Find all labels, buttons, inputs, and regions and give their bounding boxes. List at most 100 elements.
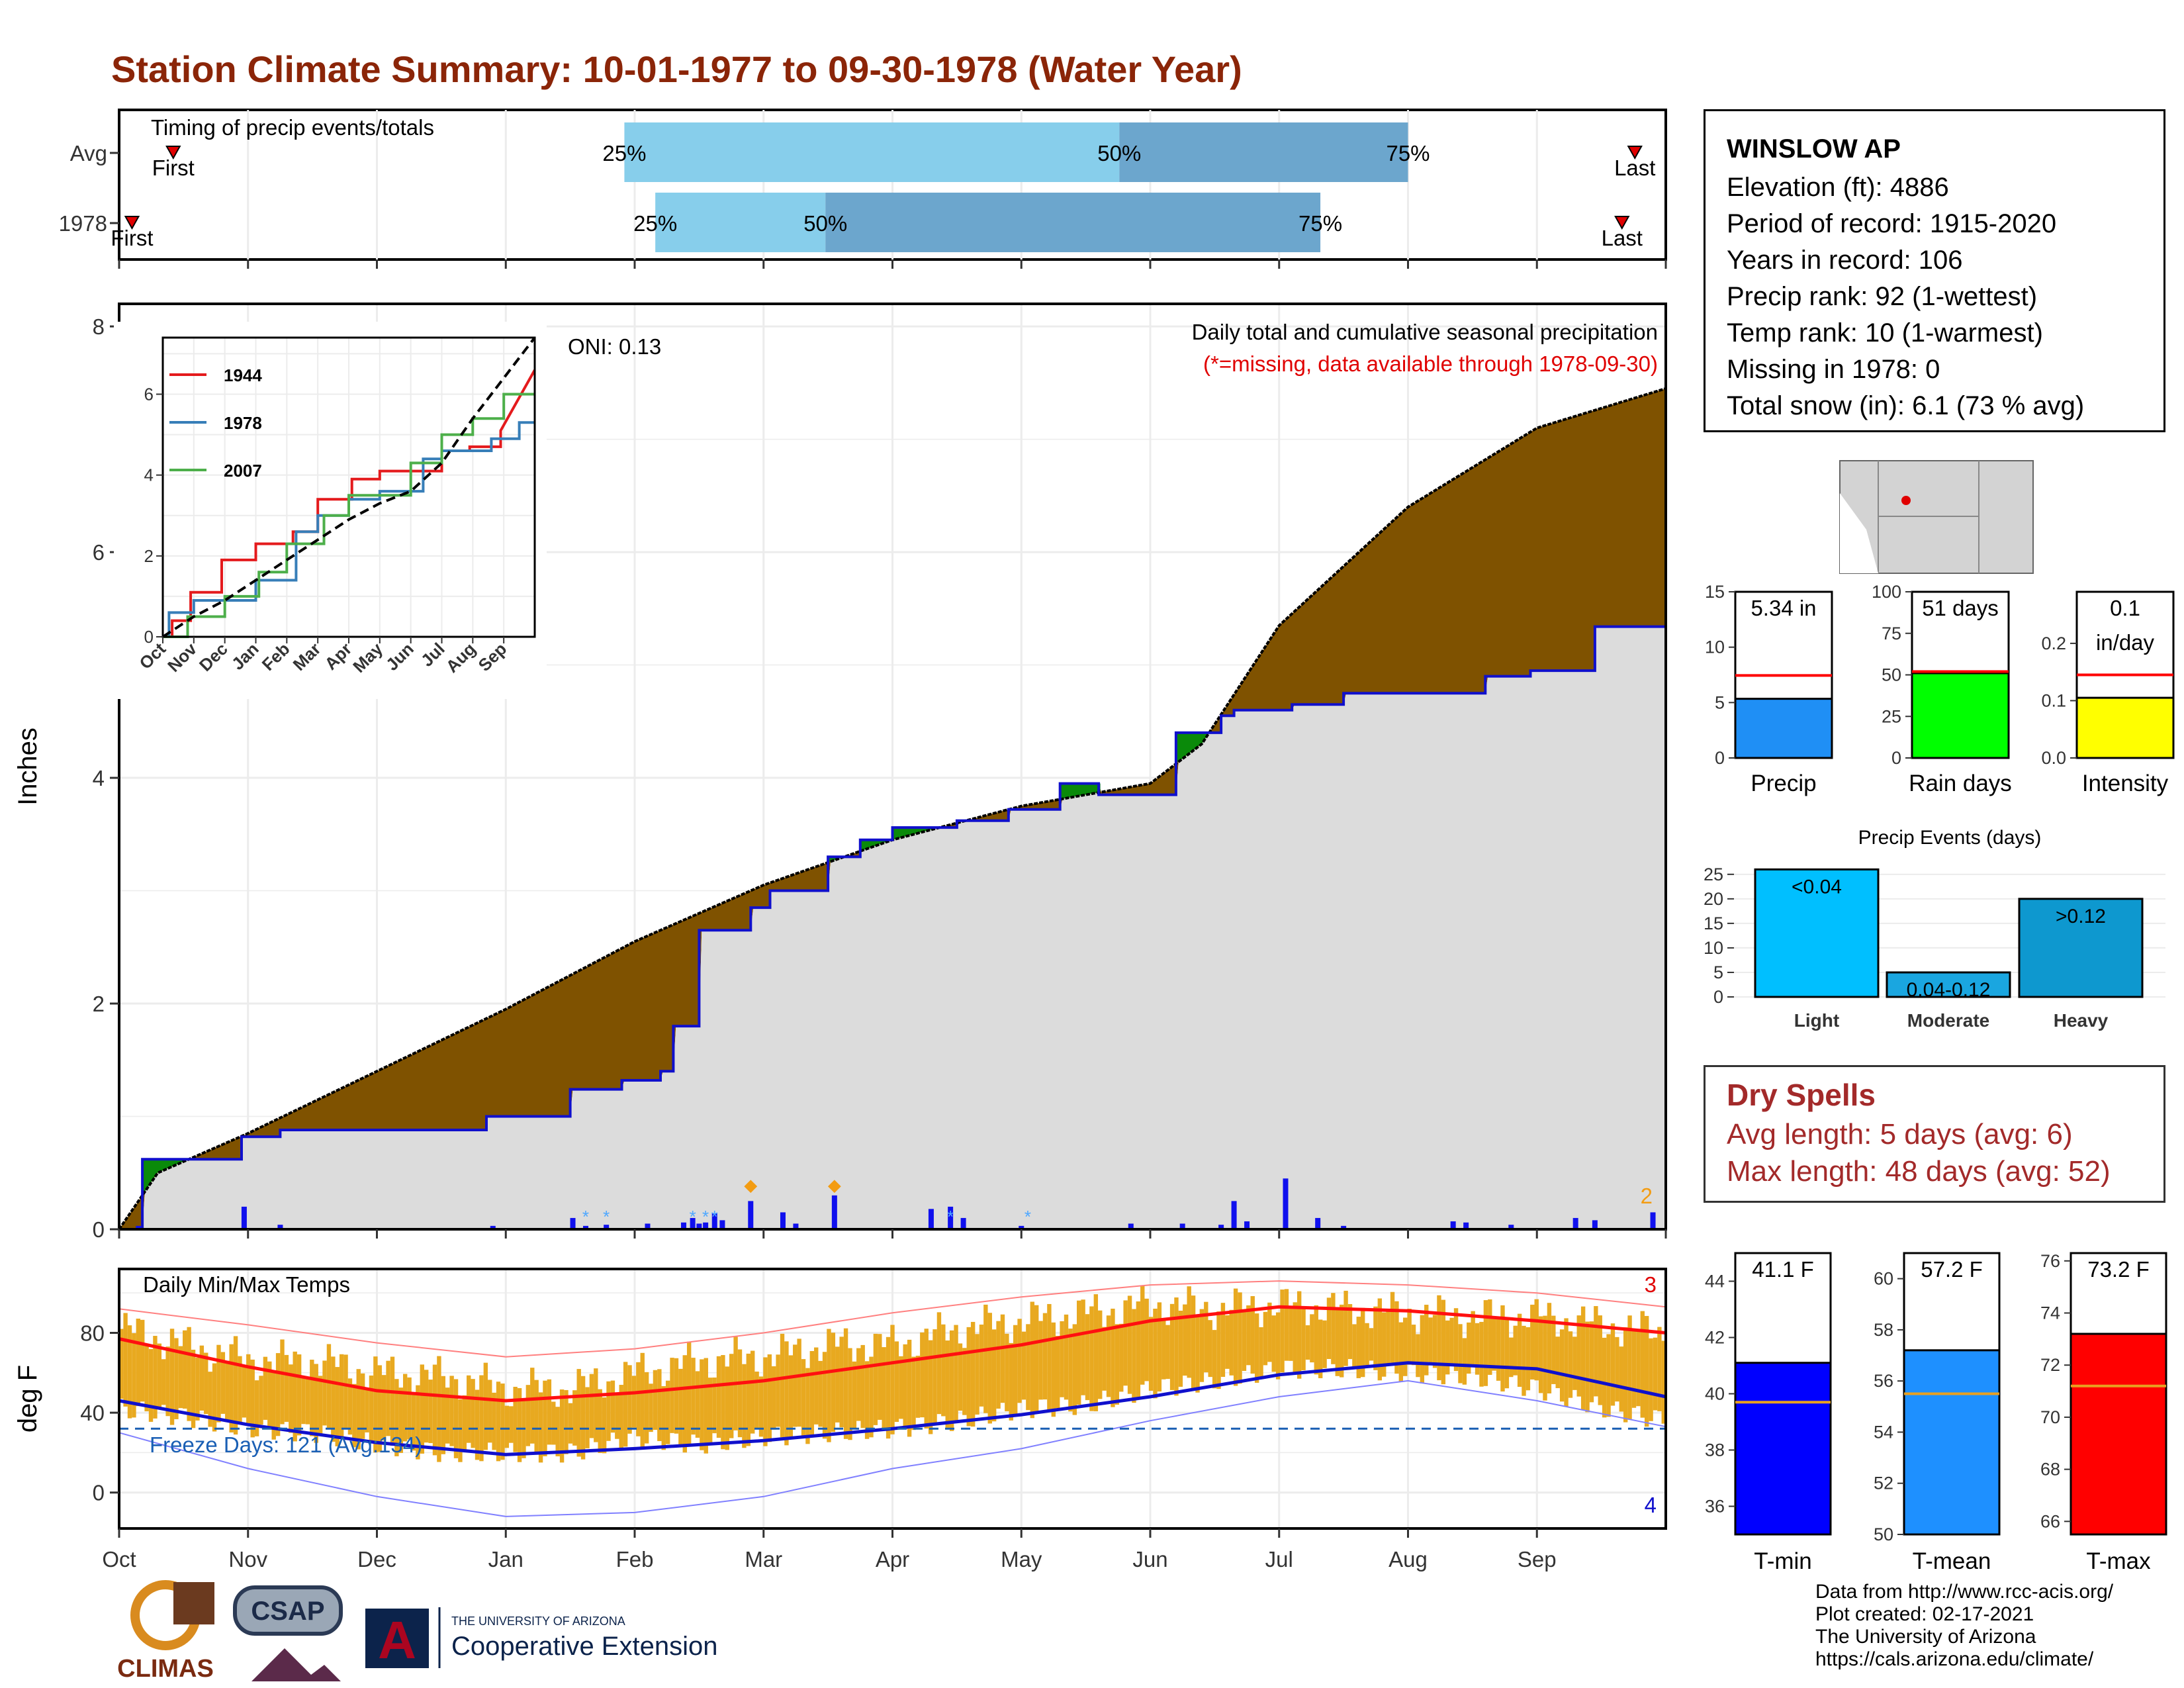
precip-corner-count: 2 [1641,1184,1653,1208]
inset-ytick-label: 6 [144,385,154,404]
gauge-label: Intensity [2082,771,2169,796]
temp-gauge-ytick-label: 66 [2040,1511,2060,1531]
inset-legend-label: 1978 [224,413,262,433]
daily-temp-bar [970,1321,976,1427]
gauge-ytick-label: 0.1 [2041,690,2066,710]
daily-temp-bar [631,1376,637,1428]
daily-temp-bar [1403,1317,1408,1376]
daily-temp-bar [1390,1291,1395,1363]
dry-spells-box: Dry Spells Avg length: 5 days (avg: 6) M… [1704,1065,2165,1203]
daily-temp-bar [233,1336,238,1435]
daily-temp-bar [1547,1303,1552,1394]
daily-temp-bar [1220,1303,1226,1377]
events-bar-label: >0.12 [2056,906,2106,927]
daily-temp-bar [275,1353,281,1436]
avg-deficit-fill [119,388,1666,1229]
daily-temp-bar [670,1358,674,1433]
daily-temp-bar [318,1376,323,1436]
daily-temp-bar [1034,1305,1039,1412]
inset-background [114,322,547,699]
temp-gauge-label: T-mean [1913,1548,1991,1574]
inset-xtick-label: Mar [289,639,324,675]
temp-gauge-frame [1734,1252,1832,1536]
daily-temp-bar [962,1348,967,1415]
daily-temp-bar [640,1352,645,1447]
daily-temp-bar [347,1378,353,1435]
timing-bar-q2 [624,122,1120,182]
daily-temp-bar [665,1380,670,1444]
snow-marker: * [1024,1207,1031,1227]
snow-marker: * [582,1207,589,1227]
daily-temp-bar [644,1372,649,1444]
daily-temp-bar [1085,1314,1090,1401]
daily-temp-bar [483,1362,488,1450]
events-category: Heavy [2054,1010,2109,1031]
timing-first-marker [165,146,181,160]
daily-temp-bar [1042,1313,1048,1400]
daily-precip-bar [690,1217,696,1229]
daily-temp-bar [746,1353,751,1446]
precip-ylabel: Inches [13,727,42,806]
daily-temp-bar [467,1375,471,1443]
daily-precip-bar [1218,1225,1224,1229]
temp-gauge-ytick-label: 60 [1874,1269,1893,1289]
daily-temp-bar [682,1355,687,1453]
timing-row-label: 1978 [59,211,107,236]
daily-temp-bar [856,1348,861,1421]
daily-temp-bar [758,1376,764,1437]
temp-gauge-frame [2070,1252,2167,1536]
dry-spells-avg: Avg length: 5 days (avg: 6) [1727,1118,2073,1150]
daily-temp-bar [1021,1331,1026,1400]
daily-temp-bar [585,1387,590,1448]
daily-temp-bar [522,1399,526,1458]
daily-temp-bar [314,1364,318,1443]
locator-map [1839,460,2034,574]
daily-temp-bar [1153,1308,1158,1399]
daily-temp-bar [1098,1310,1103,1399]
daily-temp-bar [1361,1307,1365,1378]
daily-precip-bar [1244,1221,1250,1229]
daily-temp-bar [1504,1319,1510,1389]
daily-temp-bar [1373,1306,1378,1370]
events-ytick-label: 20 [1704,889,1723,909]
daily-temp-bar [216,1344,221,1423]
daily-temp-bar [1305,1325,1310,1360]
daily-temp-bar [767,1354,772,1442]
daily-temp-bar [411,1394,416,1451]
timing-first-label: First [111,226,153,250]
daily-temp-bar [1509,1337,1514,1378]
daily-temp-bar [301,1377,306,1425]
freeze-days-label: Freeze Days: 121 (Avg:134) [150,1432,422,1457]
daily-temp-bar [441,1376,446,1454]
temp-gauge-value-label: 57.2 F [1921,1257,1983,1282]
temp-count-top: 3 [1645,1272,1657,1297]
daily-precip-bar [136,1225,142,1229]
daily-temp-bar [1449,1317,1454,1366]
daily-temp-bar [835,1346,840,1423]
inset-xtick-label: Jul [417,639,449,671]
daily-temp-bar [801,1359,806,1438]
precip-title: Daily total and cumulative seasonal prec… [1192,320,1658,344]
daily-temp-bar [263,1356,268,1420]
daily-temp-bar [797,1338,801,1427]
daily-temp-bar [1483,1300,1488,1386]
daily-temp-bar [339,1354,344,1438]
temp-gauge-ytick-label: 44 [1705,1272,1725,1291]
station-info-box: WINSLOW AP Elevation (ft): 4886 Period o… [1704,109,2165,432]
daily-temp-bar [1653,1337,1658,1411]
events-title: Precip Events (days) [1858,827,2042,849]
daily-temp-bar [1555,1336,1560,1389]
daily-temp-bar [1178,1311,1183,1387]
daily-temp-bar [860,1344,865,1429]
temp-gauge-ytick-label: 70 [2040,1407,2060,1427]
daily-precip-bar [490,1225,496,1229]
daily-temp-bar [580,1376,586,1460]
daily-temp-bar [259,1376,263,1425]
daily-temp-bar [119,1329,124,1399]
daily-temp-bar [1580,1306,1586,1410]
timing-last-label: Last [1614,156,1655,180]
daily-temp-bar [343,1354,348,1429]
avg-cumulative-line [118,387,1666,1231]
daily-temp-bar [559,1389,565,1463]
daily-temp-bar [1144,1298,1149,1382]
